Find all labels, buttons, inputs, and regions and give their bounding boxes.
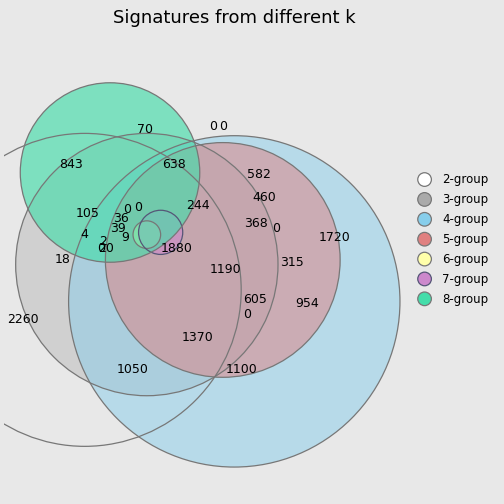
Text: 20: 20 [98, 242, 114, 255]
Text: 1720: 1720 [319, 231, 350, 244]
Text: 0: 0 [272, 222, 280, 235]
Text: 70: 70 [137, 123, 153, 136]
Text: 315: 315 [280, 256, 304, 269]
Text: 2: 2 [99, 235, 107, 248]
Text: 1190: 1190 [209, 263, 241, 276]
Text: 4: 4 [81, 228, 89, 241]
Text: 105: 105 [76, 208, 100, 220]
Text: 605: 605 [243, 293, 267, 306]
Text: 368: 368 [244, 217, 268, 230]
Text: 0: 0 [219, 120, 227, 133]
Text: 2260: 2260 [7, 313, 38, 326]
Circle shape [133, 221, 161, 248]
Text: 0: 0 [209, 120, 217, 133]
Circle shape [105, 143, 340, 377]
Text: 36: 36 [113, 212, 129, 225]
Text: 1370: 1370 [181, 331, 213, 344]
Text: 460: 460 [253, 192, 276, 204]
Text: 1880: 1880 [161, 242, 193, 255]
Circle shape [139, 210, 183, 255]
Text: 582: 582 [247, 168, 271, 181]
Text: 0: 0 [123, 203, 132, 216]
Legend: 2-group, 3-group, 4-group, 5-group, 6-group, 7-group, 8-group: 2-group, 3-group, 4-group, 5-group, 6-gr… [413, 169, 492, 309]
Text: 1100: 1100 [225, 363, 257, 376]
Title: Signatures from different k: Signatures from different k [113, 10, 356, 27]
Text: 244: 244 [185, 199, 209, 212]
Circle shape [69, 136, 400, 467]
Circle shape [16, 134, 278, 396]
Text: 0: 0 [97, 242, 105, 255]
Text: 39: 39 [110, 222, 126, 235]
Text: 9: 9 [121, 231, 129, 244]
Text: 843: 843 [59, 158, 83, 171]
Text: 954: 954 [295, 297, 319, 310]
Text: 638: 638 [162, 158, 185, 171]
Text: 1050: 1050 [116, 363, 148, 376]
Text: 0: 0 [134, 202, 142, 214]
Text: 18: 18 [55, 254, 71, 267]
Circle shape [20, 83, 200, 262]
Text: 0: 0 [243, 308, 251, 321]
